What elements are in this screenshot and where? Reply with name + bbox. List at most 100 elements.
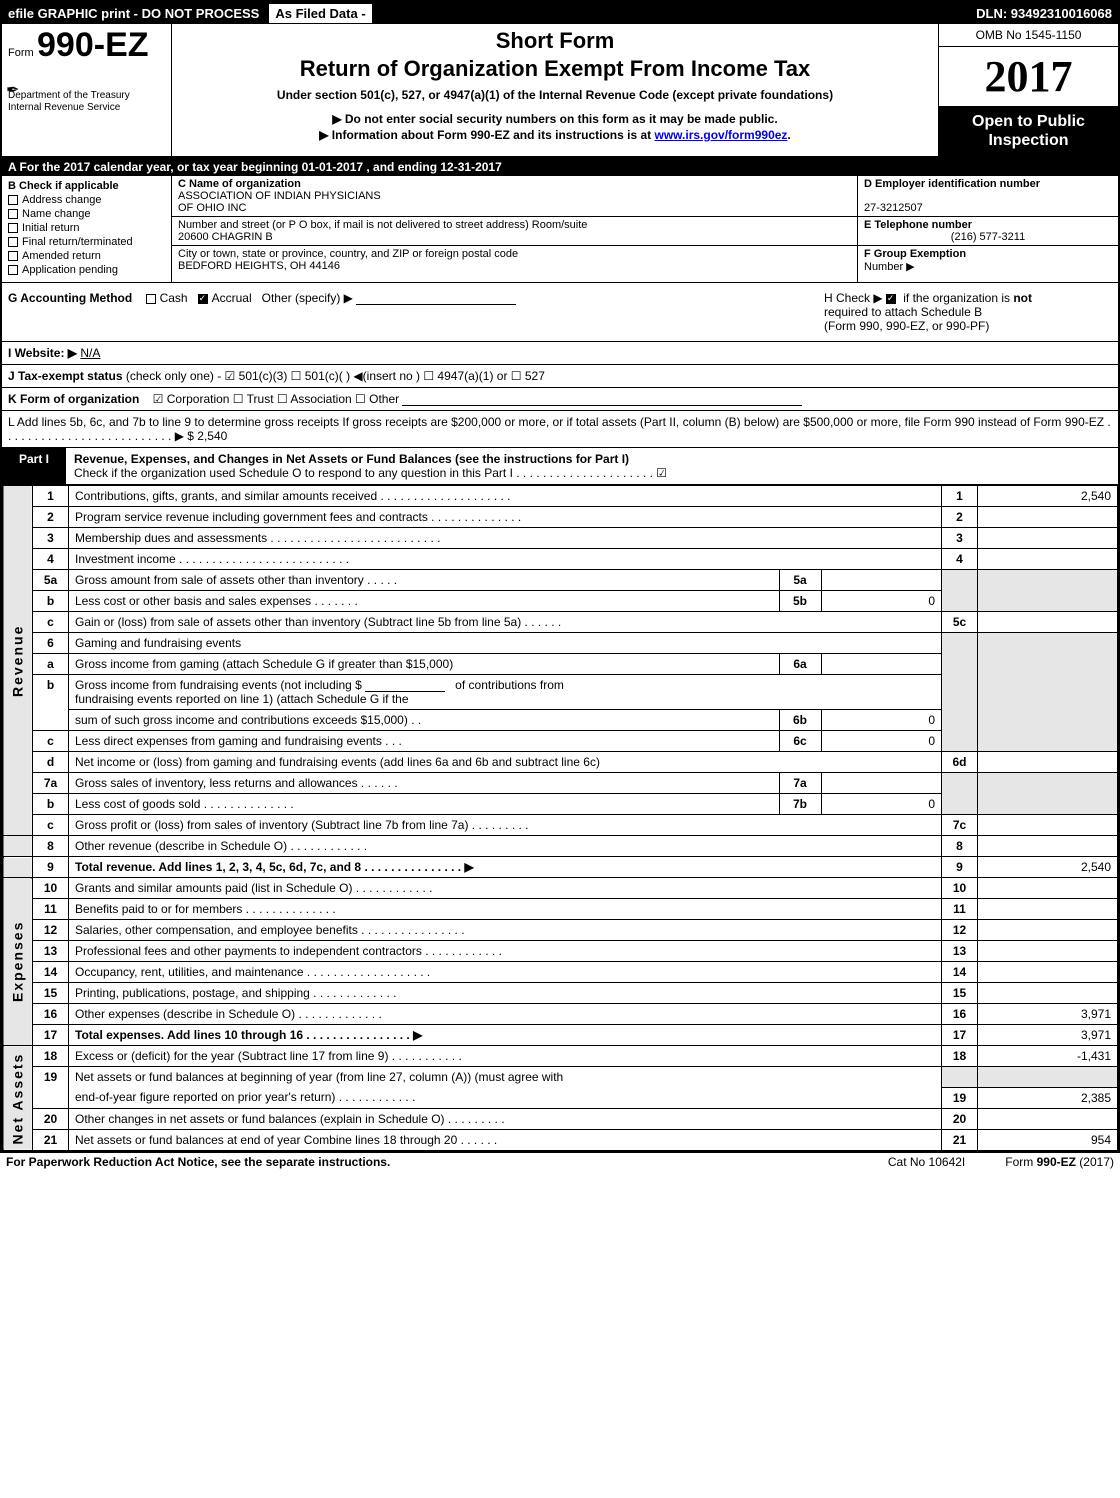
shaded-cell <box>942 773 978 815</box>
line-text: Total expenses. Add lines 10 through 16 … <box>69 1025 942 1046</box>
chk-address-change[interactable]: Address change <box>8 194 165 206</box>
chk-application-pending[interactable]: Application pending <box>8 264 165 276</box>
chk-cash[interactable] <box>146 294 156 304</box>
section-a-band: A For the 2017 calendar year, or tax yea… <box>2 158 1118 176</box>
section-bcdef: B Check if applicable Address change Nam… <box>2 176 1118 283</box>
chk-amended-return[interactable]: Amended return <box>8 250 165 262</box>
c-label: C Name of organization <box>178 178 301 190</box>
line-num: c <box>33 612 69 633</box>
inner-amount <box>821 654 941 674</box>
part-i-table: Revenue 1 Contributions, gifts, grants, … <box>2 485 1118 1151</box>
line-text: Printing, publications, postage, and shi… <box>69 983 942 1004</box>
info-note-post: . <box>787 128 790 142</box>
inner-amount: 0 <box>821 794 941 814</box>
line-box: 19 <box>942 1087 978 1108</box>
top-bar: efile GRAPHIC print - DO NOT PROCESS As … <box>2 2 1118 24</box>
f-label: F Group Exemption <box>864 248 966 260</box>
line-amount <box>978 507 1118 528</box>
inner-amount <box>821 570 941 590</box>
k-label: K Form of organization <box>8 392 139 406</box>
line-num: 17 <box>33 1025 69 1046</box>
city-row: City or town, state or province, country… <box>172 246 857 274</box>
ssn-note: ▶ Do not enter social security numbers o… <box>178 112 932 126</box>
h-post: if the organization is <box>903 291 1013 305</box>
dept-treasury: Department of the Treasury <box>8 90 165 102</box>
checkbox-icon <box>8 195 18 205</box>
line-box: 18 <box>942 1046 978 1067</box>
chk-final-return[interactable]: Final return/terminated <box>8 236 165 248</box>
revenue-tab: Revenue <box>3 486 33 836</box>
paperwork-notice: For Paperwork Reduction Act Notice, see … <box>6 1155 390 1169</box>
header-left: Form 990-EZ ✒ Department of the Treasury… <box>2 24 172 156</box>
line-amount <box>978 941 1118 962</box>
addr-label: Number and street (or P O box, if mail i… <box>178 219 587 231</box>
line-text: Less cost or other basis and sales expen… <box>69 591 779 611</box>
e-label: E Telephone number <box>864 219 972 231</box>
line-amount: 954 <box>978 1129 1118 1150</box>
chk-accrual[interactable] <box>198 294 208 304</box>
address-row: Number and street (or P O box, if mail i… <box>172 217 857 246</box>
short-form-label: Short Form <box>178 28 932 54</box>
inner-box: 6c <box>779 731 821 751</box>
line-num: 3 <box>33 528 69 549</box>
line-box: 20 <box>942 1108 978 1129</box>
revenue-tab-cont <box>3 836 33 857</box>
netassets-tab: Net Assets <box>3 1046 33 1151</box>
city-value: BEDFORD HEIGHTS, OH 44146 <box>178 260 340 272</box>
line-num: c <box>33 731 69 752</box>
g-other-input[interactable] <box>356 293 516 305</box>
line-num: 6 <box>33 633 69 654</box>
l-text: L Add lines 5b, 6c, and 7b to line 9 to … <box>8 415 1111 443</box>
form-number: 990-EZ <box>37 26 149 64</box>
website-value: N/A <box>80 346 100 360</box>
shaded-cell <box>978 570 1118 612</box>
form-header: Form 990-EZ ✒ Department of the Treasury… <box>2 24 1118 158</box>
line-7a-wrap: Gross sales of inventory, less returns a… <box>69 773 942 794</box>
return-title: Return of Organization Exempt From Incom… <box>178 56 932 82</box>
line-text: Less direct expenses from gaming and fun… <box>69 731 779 751</box>
f-label2: Number ▶ <box>864 261 915 273</box>
line-num: 16 <box>33 1004 69 1025</box>
efile-label: efile GRAPHIC print - DO NOT PROCESS <box>2 4 265 23</box>
shaded-cell <box>942 1067 978 1088</box>
line-text: Gaming and fundraising events <box>69 633 942 654</box>
line-text: Salaries, other compensation, and employ… <box>69 920 942 941</box>
chk-initial-return[interactable]: Initial return <box>8 222 165 234</box>
contrib-amount-input[interactable] <box>365 680 445 692</box>
header-title-block: Short Form Return of Organization Exempt… <box>172 24 938 156</box>
checkbox-icon <box>8 209 18 219</box>
dept-irs: Internal Revenue Service <box>8 102 165 114</box>
checkbox-icon <box>8 251 18 261</box>
open-to-public: Open to Public Inspection <box>939 106 1118 156</box>
irs-link[interactable]: www.irs.gov/form990ez <box>654 128 787 142</box>
shaded-cell <box>978 1067 1118 1088</box>
line-6b-t1: Gross income from fundraising events (no… <box>69 675 941 710</box>
line-text: Total revenue. Add lines 1, 2, 3, 4, 5c,… <box>69 857 942 878</box>
ein-value: 27-3212507 <box>864 202 923 214</box>
line-box: 13 <box>942 941 978 962</box>
stamp-icon: ✒ <box>6 80 19 100</box>
line-text: Net assets or fund balances at beginning… <box>69 1067 942 1088</box>
line-amount <box>978 1108 1118 1129</box>
checkbox-icon <box>8 237 18 247</box>
line-5b-wrap: Less cost or other basis and sales expen… <box>69 591 942 612</box>
j-options: (check only one) - ☑ 501(c)(3) ☐ 501(c)(… <box>126 369 545 383</box>
page-footer: For Paperwork Reduction Act Notice, see … <box>0 1153 1120 1171</box>
line-box: 17 <box>942 1025 978 1046</box>
line-text: Other changes in net assets or fund bala… <box>69 1108 942 1129</box>
line-amount <box>978 962 1118 983</box>
line-num: 11 <box>33 899 69 920</box>
part-i-title: Revenue, Expenses, and Changes in Net As… <box>74 452 629 466</box>
k-other-input[interactable] <box>402 394 802 406</box>
g-other: Other (specify) ▶ <box>262 291 353 305</box>
line-amount: -1,431 <box>978 1046 1118 1067</box>
line-num: 5a <box>33 570 69 591</box>
as-filed-label: As Filed Data - <box>269 4 371 23</box>
chk-name-change[interactable]: Name change <box>8 208 165 220</box>
line-box: 14 <box>942 962 978 983</box>
dln-label: DLN: 93492310016068 <box>970 4 1118 23</box>
line-amount <box>978 612 1118 633</box>
line-text: sum of such gross income and contributio… <box>69 710 779 731</box>
chk-h[interactable] <box>886 294 896 304</box>
open-line1: Open to Public <box>972 113 1085 130</box>
